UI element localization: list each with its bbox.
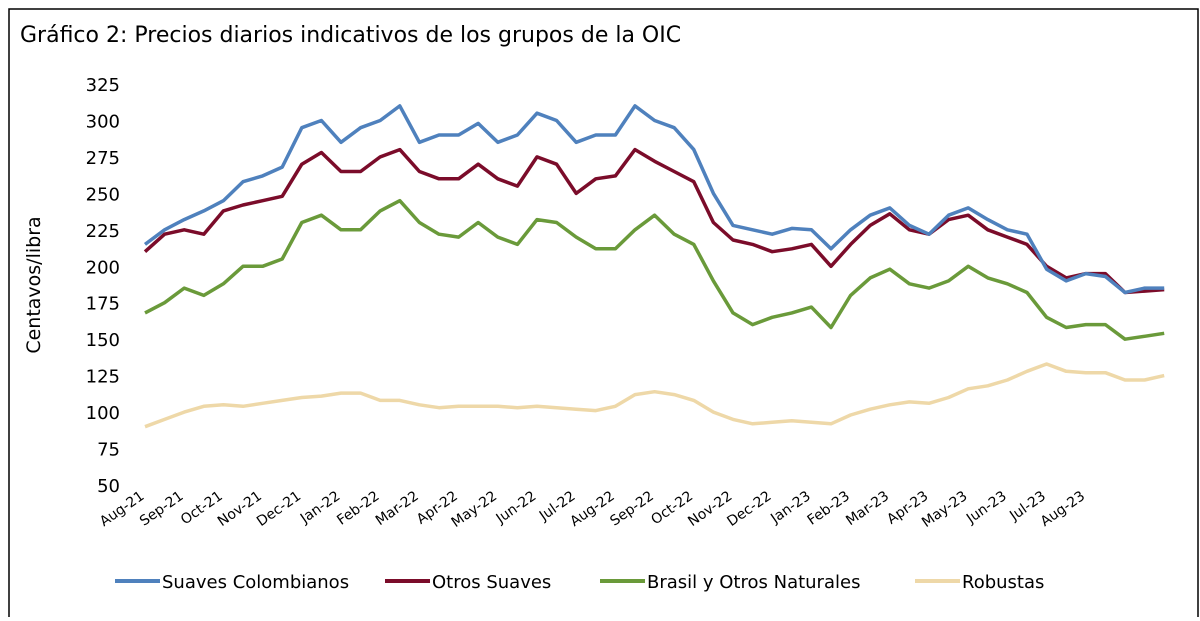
x-tick-label: Jan-23 (767, 488, 813, 527)
legend-label: Brasil y Otros Naturales (647, 572, 860, 593)
x-tick-label: Nov-22 (685, 488, 735, 530)
legend-label: Robustas (962, 572, 1044, 593)
legend-label: Otros Suaves (432, 572, 551, 593)
x-tick-label: Mar-22 (373, 488, 422, 529)
y-tick-label: 100 (86, 403, 120, 424)
x-tick-label: Jan-22 (297, 488, 343, 527)
x-tick-label: May-22 (449, 488, 500, 531)
y-tick-label: 275 (86, 148, 120, 169)
y-tick-label: 150 (86, 330, 120, 351)
y-axis-label: Centavos/libra (23, 216, 45, 353)
series-line (143, 104, 1165, 295)
legend-label: Suaves Colombianos (162, 572, 349, 593)
x-tick-label: May-23 (919, 488, 970, 531)
y-tick-label: 175 (86, 294, 120, 315)
series-line (144, 362, 1165, 429)
y-tick-label: 125 (86, 367, 120, 388)
x-tick-label: Mar-23 (843, 488, 892, 529)
series-line (143, 147, 1165, 295)
y-tick-label: 75 (97, 440, 120, 461)
y-tick-label: 250 (86, 184, 120, 205)
y-tick-label: 225 (86, 221, 120, 242)
x-tick-label: Feb-23 (805, 488, 853, 528)
x-tick-label: Dec-22 (724, 488, 774, 530)
x-tick-label: Nov-21 (215, 488, 265, 530)
series-line (144, 198, 1165, 341)
y-tick-label: 50 (97, 476, 120, 497)
x-tick-label: Dec-21 (254, 488, 304, 530)
x-tick-label: Feb-22 (334, 488, 382, 528)
x-tick-label: Sep-22 (607, 488, 657, 529)
x-tick-label: Sep-21 (137, 488, 187, 529)
x-tick-label: Aug-23 (1038, 488, 1088, 530)
x-tick-label: Aug-22 (567, 488, 617, 530)
chart-title: Gráfico 2: Precios diarios indicativos d… (20, 23, 681, 48)
y-tick-label: 325 (86, 75, 120, 96)
x-tick-label: Jun-22 (493, 488, 540, 527)
y-tick-label: 300 (86, 111, 120, 132)
y-tick-label: 200 (86, 257, 120, 278)
x-tick-label: Jun-23 (963, 488, 1010, 527)
